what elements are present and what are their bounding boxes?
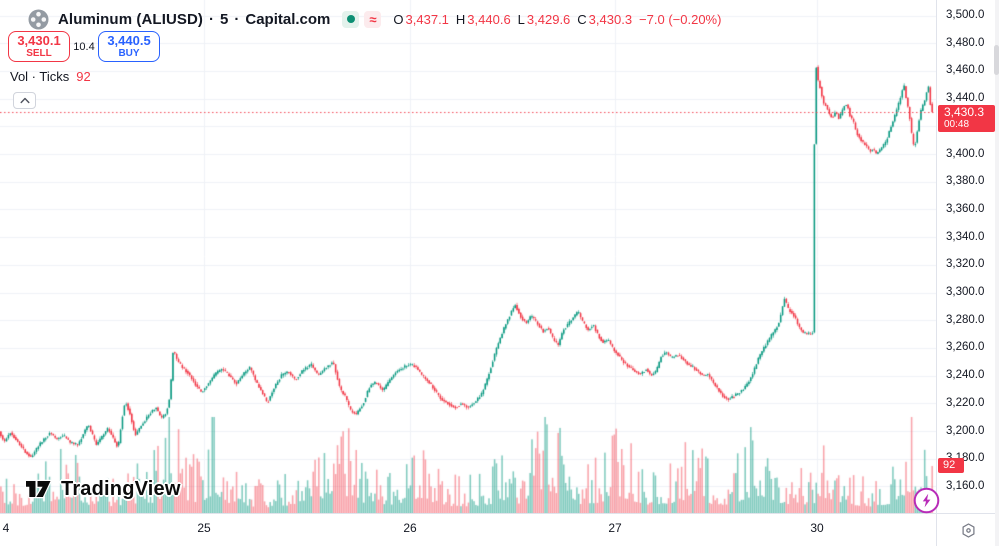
approx-icon: ≈ xyxy=(369,11,377,27)
ohlc-values: O 3,437.1 H 3,440.6 L 3,429.6 C 3,430.3 … xyxy=(393,12,721,27)
legend-separator: · xyxy=(209,10,215,28)
chart-legend: Aluminum (ALIUSD) · 5 · Capital.com ≈ O … xyxy=(28,8,721,30)
open-value: 3,437.1 xyxy=(405,11,449,27)
volume-indicator-legend[interactable]: Vol · Ticks 92 xyxy=(10,69,91,84)
sell-price: 3,430.1 xyxy=(17,32,61,48)
tradingview-watermark-text: TradingView xyxy=(61,477,181,500)
price-tick-label: 3,240.0 xyxy=(946,369,985,382)
price-tick-label: 3,400.0 xyxy=(946,147,985,160)
buy-label: BUY xyxy=(118,47,140,59)
low-label: L xyxy=(517,11,525,27)
price-tick-label: 3,480.0 xyxy=(946,36,985,49)
price-tick-label: 3,160.0 xyxy=(946,479,985,492)
close-value: 3,430.3 xyxy=(588,11,633,27)
trade-panel: 3,430.1 SELL 10.4 3,440.5 BUY xyxy=(8,31,160,62)
price-tick-label: 3,460.0 xyxy=(946,64,985,77)
axis-settings-corner[interactable] xyxy=(936,513,999,546)
price-tick-label: 3,500.0 xyxy=(946,9,985,21)
volume-indicator-value: 92 xyxy=(76,69,91,84)
lightning-bolt-icon xyxy=(922,493,931,508)
aluminum-symbol-icon xyxy=(28,9,49,29)
current-volume-label: 92 xyxy=(938,458,964,473)
time-tick-label: 26 xyxy=(403,521,417,535)
market-status-badge[interactable] xyxy=(342,10,360,28)
time-tick-label: 25 xyxy=(197,521,211,535)
open-label: O xyxy=(393,11,404,27)
quick-trade-lightning-button[interactable] xyxy=(913,487,940,514)
high-value: 3,440.6 xyxy=(467,11,511,27)
scrollbar-handle[interactable] xyxy=(994,45,999,75)
price-tick-label: 3,300.0 xyxy=(946,286,985,298)
market-open-dot-icon xyxy=(346,15,355,23)
sell-label: SELL xyxy=(26,47,52,59)
current-price-value: 3,430.3 xyxy=(944,105,985,120)
tradingview-watermark[interactable]: TradingView xyxy=(24,476,181,502)
collapse-legend-button[interactable] xyxy=(13,92,36,109)
buy-price: 3,440.5 xyxy=(107,32,151,48)
timeframe-value[interactable]: 5 xyxy=(220,10,229,28)
high-label: H xyxy=(455,11,466,27)
price-axis[interactable]: 3,430.3 00:48 92 3,500.0 3,480.0 3,460.0 3,… xyxy=(936,0,999,513)
gear-icon xyxy=(961,522,975,538)
price-tick-label: 3,280.0 xyxy=(946,313,985,326)
change-value: −7.0 (−0.20%) xyxy=(639,11,722,27)
price-tick-label: 3,340.0 xyxy=(946,230,985,243)
price-tick-label: 3,380.0 xyxy=(946,175,985,188)
buy-button[interactable]: 3,440.5 BUY xyxy=(98,31,160,62)
tradingview-logo-icon xyxy=(24,479,52,499)
spread-value: 10.4 xyxy=(73,40,95,53)
price-tick-label: 3,200.0 xyxy=(946,424,985,437)
legend-separator: · xyxy=(234,10,240,28)
chevron-up-icon xyxy=(20,97,30,104)
price-tick-label: 3,220.0 xyxy=(946,396,985,409)
delayed-data-badge[interactable]: ≈ xyxy=(364,10,382,28)
exchange-name[interactable]: Capital.com xyxy=(245,10,331,28)
current-price-label: 3,430.3 00:48 xyxy=(938,105,995,133)
time-tick-label: 30 xyxy=(810,521,824,535)
bar-countdown: 00:48 xyxy=(944,119,970,131)
volume-indicator-label: Vol · Ticks xyxy=(10,69,70,84)
time-tick-label: 27 xyxy=(608,521,622,535)
close-label: C xyxy=(577,11,587,27)
time-tick-label: 4 xyxy=(2,521,10,535)
candlestick-chart[interactable] xyxy=(0,0,936,513)
scrollbar-track[interactable] xyxy=(995,0,999,546)
price-tick-label: 3,440.0 xyxy=(946,92,985,105)
low-value: 3,429.6 xyxy=(526,11,571,27)
symbol-title[interactable]: Aluminum (ALIUSD) xyxy=(58,10,204,28)
price-tick-label: 3,260.0 xyxy=(946,341,985,354)
price-tick-label: 3,320.0 xyxy=(946,258,985,271)
time-axis[interactable]: 4 25 26 27 30 xyxy=(0,513,936,546)
sell-button[interactable]: 3,430.1 SELL xyxy=(8,31,70,62)
price-tick-label: 3,360.0 xyxy=(946,202,985,215)
